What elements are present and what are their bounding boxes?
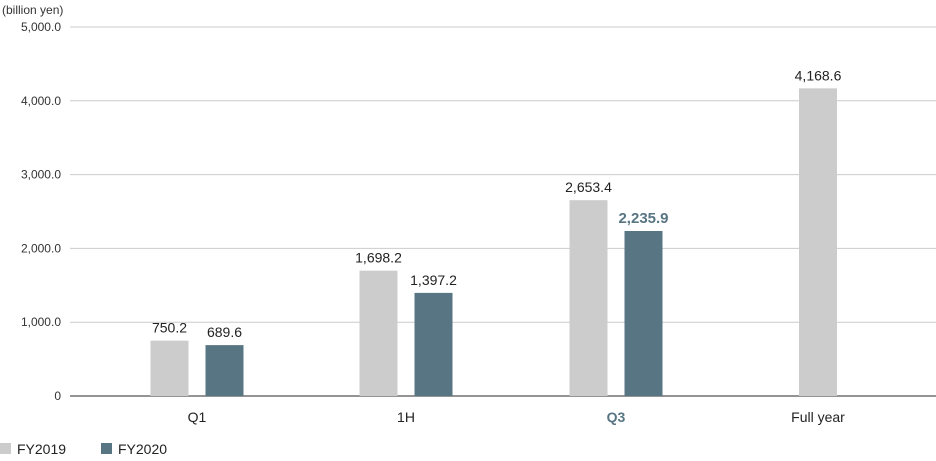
legend-swatch-fy2019: [0, 443, 11, 454]
data-label: 2,235.9: [618, 210, 668, 227]
y-tick-label: 1,000.0: [21, 315, 61, 329]
y-tick-label: 4,000.0: [21, 94, 61, 108]
legend-label-fy2019: FY2019: [17, 441, 66, 456]
data-label: 1,397.2: [410, 272, 457, 288]
data-label: 2,653.4: [565, 179, 612, 195]
legend-swatch-fy2020: [101, 443, 112, 454]
bar-fy2020-q1: [205, 345, 244, 396]
data-label: 4,168.6: [795, 67, 842, 83]
bar-fy2019-q3: [569, 200, 608, 396]
grid-lines: [70, 26, 936, 397]
bar-fy2019-q1: [150, 340, 189, 396]
data-label: 750.2: [152, 320, 187, 336]
data-labels: 750.2 689.6 1,698.2 1,397.2 2,653.4 2,235.9 4,…: [152, 67, 842, 340]
bar-fy2020-1h: [414, 292, 453, 396]
y-tick-label: 0: [54, 389, 61, 403]
bars: [150, 88, 837, 396]
x-tick-label: Q3: [607, 409, 626, 425]
bar-fy2019-full-year: [799, 88, 837, 396]
x-tick-label: Q1: [188, 409, 207, 425]
y-tick-label: 2,000.0: [21, 241, 61, 255]
data-label: 1,698.2: [355, 250, 402, 266]
data-label: 689.6: [207, 324, 242, 340]
x-tick-label: 1H: [397, 409, 415, 425]
legend-label-fy2020: FY2020: [118, 441, 167, 456]
bar-fy2020-q3: [624, 230, 663, 396]
y-tick-label: 3,000.0: [21, 168, 61, 182]
bar-fy2019-1h: [359, 270, 398, 396]
x-tick-label: Full year: [791, 409, 845, 425]
y-axis-ticks: 0 1,000.0 2,000.0 3,000.0 4,000.0 5,000.0: [21, 20, 61, 403]
x-axis-ticks: Q1 1H Q3 Full year: [188, 409, 846, 425]
y-tick-label: 5,000.0: [21, 20, 61, 34]
legend: FY2019 FY2020: [0, 441, 167, 457]
unit-label: (billion yen): [2, 3, 63, 17]
